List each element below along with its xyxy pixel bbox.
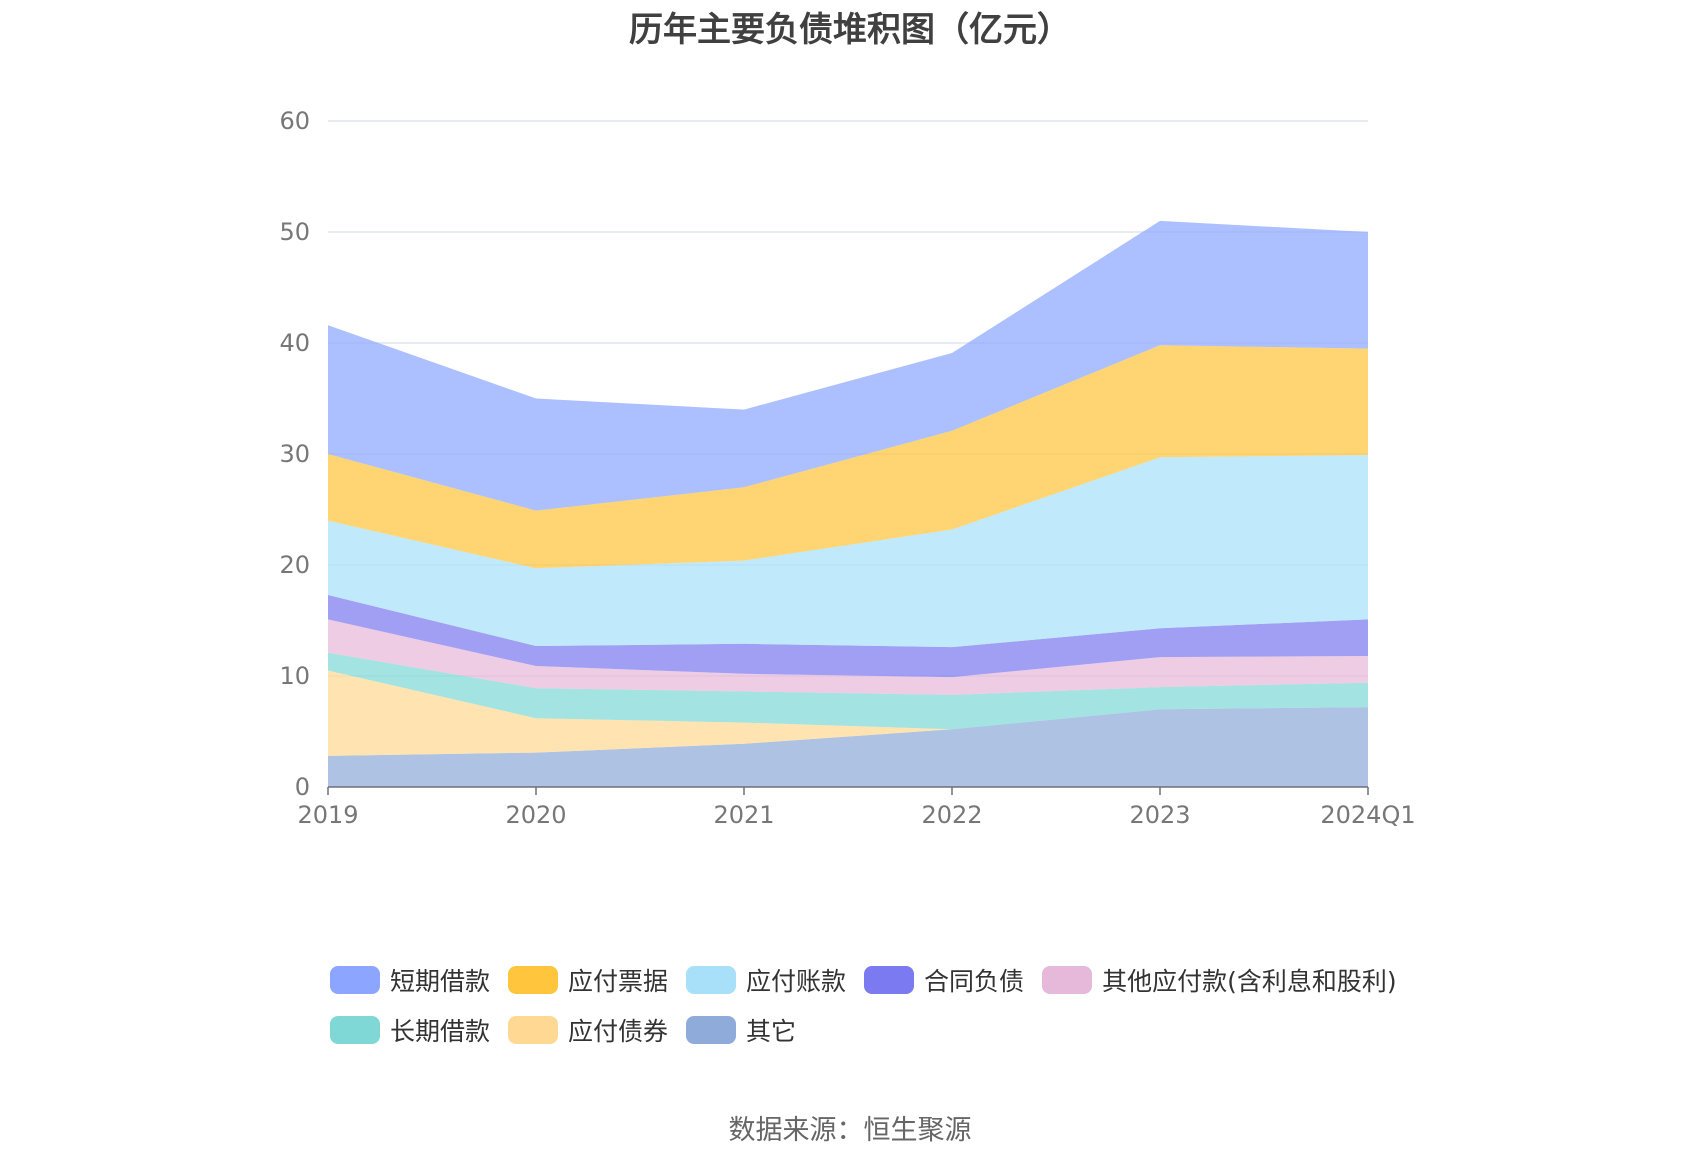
legend-label: 应付票据 [568,967,669,996]
legend-swatch [686,1016,737,1044]
x-tick-label: 2023 [1129,801,1190,829]
legend-label: 其他应付款(含利息和股利) [1102,967,1397,996]
legend-row-1: 短期借款 应付票据 应付账款 合同负债 其他应付款(含利息和股利) [330,955,1450,1005]
legend-item-bonds-payable[interactable]: 应付债券 [508,1012,668,1048]
x-tick-label: 2024Q1 [1320,801,1415,829]
area-series-4[interactable] [328,595,1368,678]
legend-swatch [508,1016,559,1044]
legend-item-accounts-payable[interactable]: 应付账款 [686,962,846,998]
legend-item-contract-liabilities[interactable]: 合同负债 [864,962,1024,998]
area-series [328,220,1368,787]
x-tick-label: 2020 [505,801,566,829]
axes: 0 10 20 30 40 50 60 2019 2020 2021 2022 2023 2024Q1 [279,107,1415,829]
y-tick-label: 30 [279,440,310,468]
y-tick-label: 50 [279,218,310,246]
area-series-1[interactable] [328,670,1368,756]
legend-swatch [330,1016,380,1044]
y-tick-label: 60 [279,107,310,135]
legend-label: 其它 [746,1017,797,1046]
legend-item-notes-payable[interactable]: 应付票据 [508,962,668,998]
y-tick-label: 10 [279,662,310,690]
legend-item-short-term-loans[interactable]: 短期借款 [330,962,490,998]
area-series-0[interactable] [328,707,1368,787]
data-source-note: 数据来源：恒生聚源 [728,1115,972,1146]
area-series-3[interactable] [328,619,1368,695]
legend-label: 合同负债 [924,967,1025,996]
legend-item-others[interactable]: 其它 [686,1012,796,1048]
legend-label: 应付账款 [746,967,847,996]
chart-title: 历年主要负债堆积图（亿元） [629,10,1071,50]
legend-item-other-payables[interactable]: 其他应付款(含利息和股利) [1042,962,1397,998]
x-tick-label: 2019 [297,801,358,829]
x-tick-label: 2022 [921,801,982,829]
x-tick-label: 2021 [713,801,774,829]
y-tick-label: 20 [279,551,310,579]
area-series-6[interactable] [328,345,1368,569]
legend-swatch [508,966,559,994]
legend-swatch [686,966,737,994]
legend-swatch [864,966,915,994]
area-series-7[interactable] [328,220,1368,511]
legend: 短期借款 应付票据 应付账款 合同负债 其他应付款(含利息和股利) 长期借款 应… [330,955,1450,1055]
legend-swatch [1042,966,1093,994]
y-tick-label: 0 [295,773,310,801]
legend-label: 应付债券 [568,1017,669,1046]
legend-label: 长期借款 [390,1017,491,1046]
legend-label: 短期借款 [390,967,491,996]
area-series-2[interactable] [328,652,1368,730]
legend-swatch [330,966,380,994]
legend-item-long-term-loans[interactable]: 长期借款 [330,1012,490,1048]
y-tick-label: 40 [279,329,310,357]
legend-row-2: 长期借款 应付债券 其它 [330,1005,1450,1055]
area-series-5[interactable] [328,455,1368,648]
